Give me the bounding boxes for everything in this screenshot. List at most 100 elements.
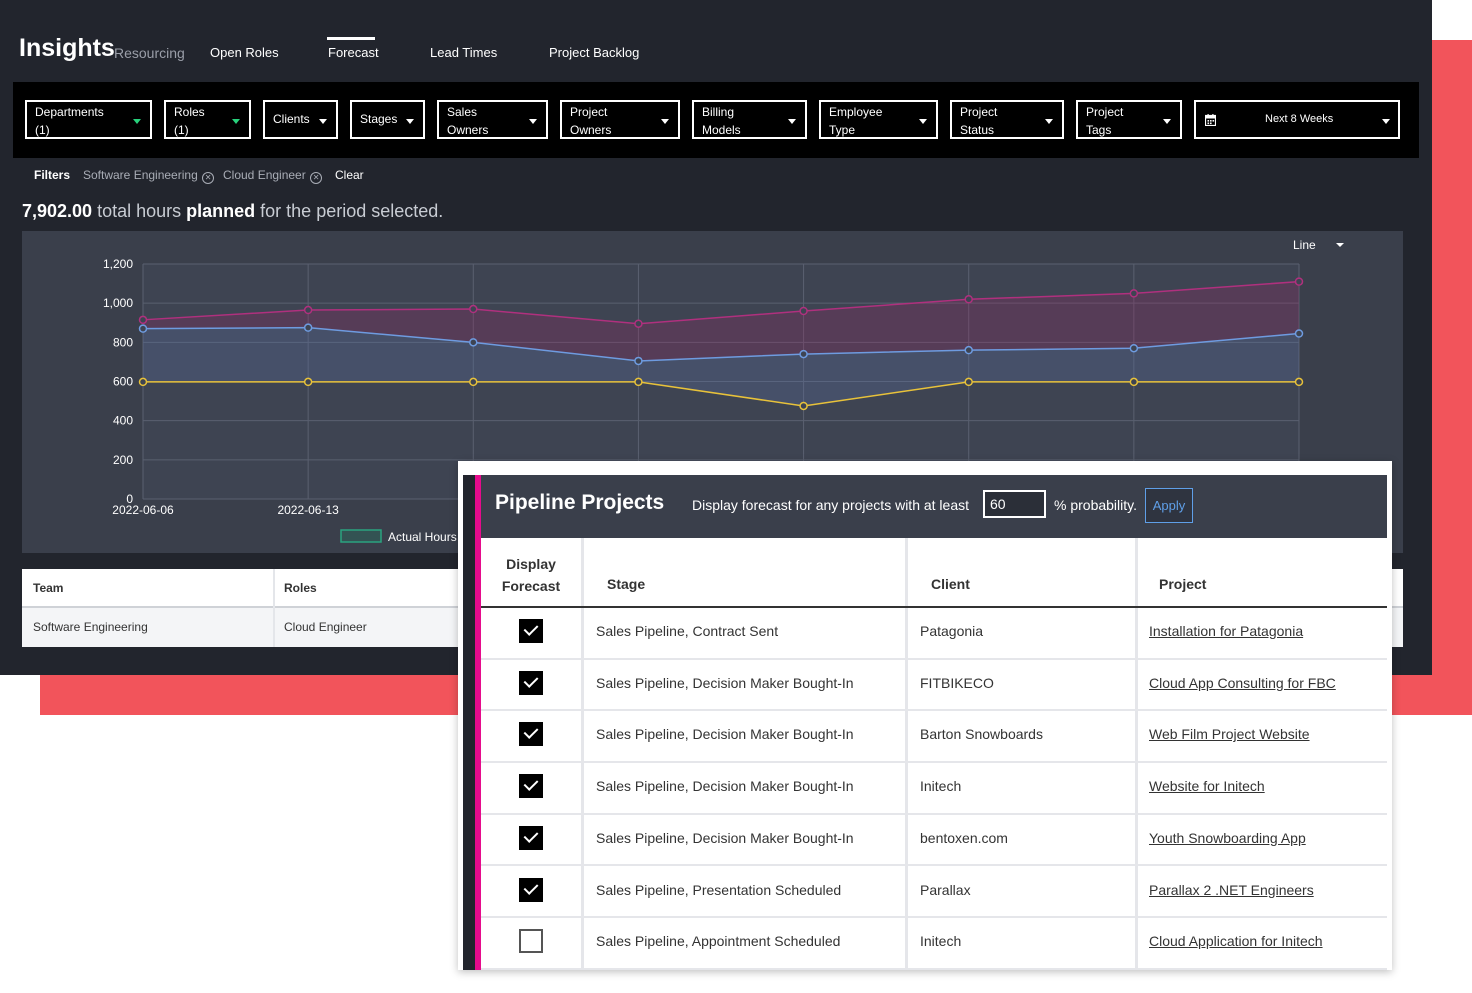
- project-link[interactable]: Installation for Patagonia: [1149, 623, 1304, 639]
- tab-forecast[interactable]: Forecast: [328, 45, 379, 60]
- column-header-client[interactable]: Client: [931, 576, 970, 592]
- stages-dropdown[interactable]: Stages: [350, 100, 425, 139]
- dropdown-label: Project Tags: [1086, 105, 1124, 137]
- column-divider: [1135, 538, 1138, 970]
- client-cell: Initech: [920, 778, 962, 795]
- filter-chip-software-engineering[interactable]: Software Engineering ✕: [83, 168, 215, 184]
- probability-input[interactable]: [983, 490, 1046, 518]
- row-divider: [481, 657, 1387, 660]
- period-dropdown[interactable]: Next 8 Weeks: [1194, 100, 1400, 139]
- data-point: [303, 305, 313, 315]
- column-header-stage[interactable]: Stage: [607, 576, 646, 592]
- display-forecast-checkbox[interactable]: [519, 619, 543, 643]
- data-point: [469, 377, 478, 387]
- tab-open-roles[interactable]: Open Roles: [210, 45, 279, 60]
- project-owners-dropdown[interactable]: Project Owners: [560, 100, 680, 139]
- y-tick-label: 1,000: [103, 296, 133, 310]
- dropdown-label: Project Owners: [570, 105, 612, 137]
- display-forecast-checkbox[interactable]: [519, 929, 543, 954]
- clients-dropdown[interactable]: Clients: [263, 100, 338, 139]
- column-header-display-forecast[interactable]: Display Forecast: [501, 556, 561, 594]
- y-tick-label: 0: [126, 492, 133, 506]
- data-point: [964, 295, 973, 304]
- data-point: [469, 304, 478, 314]
- project-link[interactable]: Parallax 2 .NET Engineers: [1149, 881, 1314, 898]
- display-forecast-checkbox[interactable]: [519, 670, 543, 695]
- employee-type-dropdown[interactable]: Employee Type: [819, 100, 938, 139]
- chevron-down-icon: [1382, 119, 1390, 124]
- chevron-down-icon: [232, 119, 240, 124]
- column-header-roles[interactable]: Roles: [284, 581, 317, 595]
- roles-dropdown[interactable]: Roles (1): [164, 100, 251, 139]
- apply-button[interactable]: Apply: [1145, 488, 1193, 523]
- display-forecast-checkbox[interactable]: [519, 722, 543, 747]
- dropdown-label: Billing Models: [702, 105, 741, 137]
- summary-text: total hours: [92, 201, 187, 221]
- pipeline-title: Pipeline Projects: [495, 491, 665, 514]
- project-link[interactable]: Website for Initech: [1149, 778, 1265, 795]
- x-tick-label: 2022-06-13: [277, 503, 339, 517]
- project-link[interactable]: Cloud Application for Initech: [1149, 933, 1323, 950]
- column-divider: [273, 569, 275, 647]
- client-cell: FITBIKECO: [920, 674, 994, 691]
- row-divider: [481, 761, 1387, 764]
- project-link[interactable]: Youth Snowboarding App: [1149, 829, 1306, 846]
- sales-owners-dropdown[interactable]: Sales Owners: [437, 100, 548, 139]
- project-link[interactable]: Web Film Project Website: [1149, 726, 1310, 743]
- dropdown-label: Sales Owners: [447, 105, 489, 137]
- stage-cell: Sales Pipeline, Decision Maker Bought-In: [596, 778, 854, 795]
- row-divider: [481, 812, 1387, 815]
- remove-chip-icon[interactable]: ✕: [310, 172, 323, 184]
- departments-dropdown[interactable]: Departments (1): [25, 100, 152, 139]
- row-divider: [481, 709, 1387, 712]
- chevron-down-icon: [319, 119, 327, 124]
- display-forecast-checkbox[interactable]: [519, 774, 543, 799]
- clear-filters-link[interactable]: Clear: [335, 168, 364, 182]
- dropdown-label: Roles (1): [174, 105, 205, 137]
- data-point: [138, 324, 148, 333]
- chart-type-dropdown[interactable]: Line: [1293, 238, 1344, 252]
- data-point: [634, 319, 643, 328]
- legend-swatch: [340, 529, 382, 543]
- panel-left-edge: [463, 475, 475, 970]
- chevron-down-icon: [1045, 119, 1053, 124]
- dropdown-label: Project Status: [960, 105, 998, 137]
- data-point: [1294, 377, 1304, 387]
- roles-cell: Cloud Engineer: [284, 620, 367, 634]
- stage-cell: Sales Pipeline, Decision Maker Bought-In: [596, 674, 854, 691]
- table-row: Sales Pipeline, Contract Sent Patagonia In…: [481, 608, 1387, 660]
- data-point: [138, 377, 148, 387]
- project-link[interactable]: Cloud App Consulting for FBC: [1149, 674, 1336, 691]
- data-point: [799, 401, 808, 411]
- remove-chip-icon[interactable]: ✕: [202, 172, 215, 184]
- table-row: Sales Pipeline, Appointment Scheduled Ini…: [481, 918, 1387, 970]
- data-point: [964, 345, 973, 355]
- table-row: Sales Pipeline, Presentation Scheduled Pa…: [481, 867, 1387, 919]
- column-header-team[interactable]: Team: [33, 581, 64, 595]
- client-cell: Barton Snowboards: [920, 726, 1043, 743]
- column-divider: [905, 538, 908, 970]
- data-point: [303, 323, 313, 332]
- filter-chip-cloud-engineer[interactable]: Cloud Engineer ✕: [223, 168, 323, 184]
- display-forecast-checkbox[interactable]: [519, 825, 543, 850]
- chevron-down-icon: [661, 119, 669, 124]
- filter-bar: Departments (1) Roles (1) Clients Stages…: [13, 82, 1419, 158]
- column-header-project[interactable]: Project: [1159, 576, 1207, 592]
- data-point: [303, 377, 313, 387]
- tab-lead-times[interactable]: Lead Times: [430, 45, 498, 60]
- series-line: [142, 280, 1300, 325]
- series-line: [142, 326, 1300, 362]
- dropdown-label: Departments (1): [35, 105, 104, 137]
- probability-description: Display forecast for any projects with a…: [692, 497, 970, 513]
- billing-models-dropdown[interactable]: Billing Models: [692, 100, 807, 139]
- chevron-down-icon: [406, 119, 414, 124]
- chevron-down-icon: [133, 119, 141, 124]
- display-forecast-checkbox[interactable]: [519, 877, 543, 902]
- tab-project-backlog[interactable]: Project Backlog: [549, 45, 640, 60]
- chevron-down-icon: [788, 119, 796, 124]
- y-tick-label: 600: [113, 375, 133, 389]
- data-point: [1129, 289, 1139, 298]
- row-divider: [481, 864, 1387, 867]
- project-status-dropdown[interactable]: Project Status: [950, 100, 1064, 139]
- project-tags-dropdown[interactable]: Project Tags: [1076, 100, 1182, 139]
